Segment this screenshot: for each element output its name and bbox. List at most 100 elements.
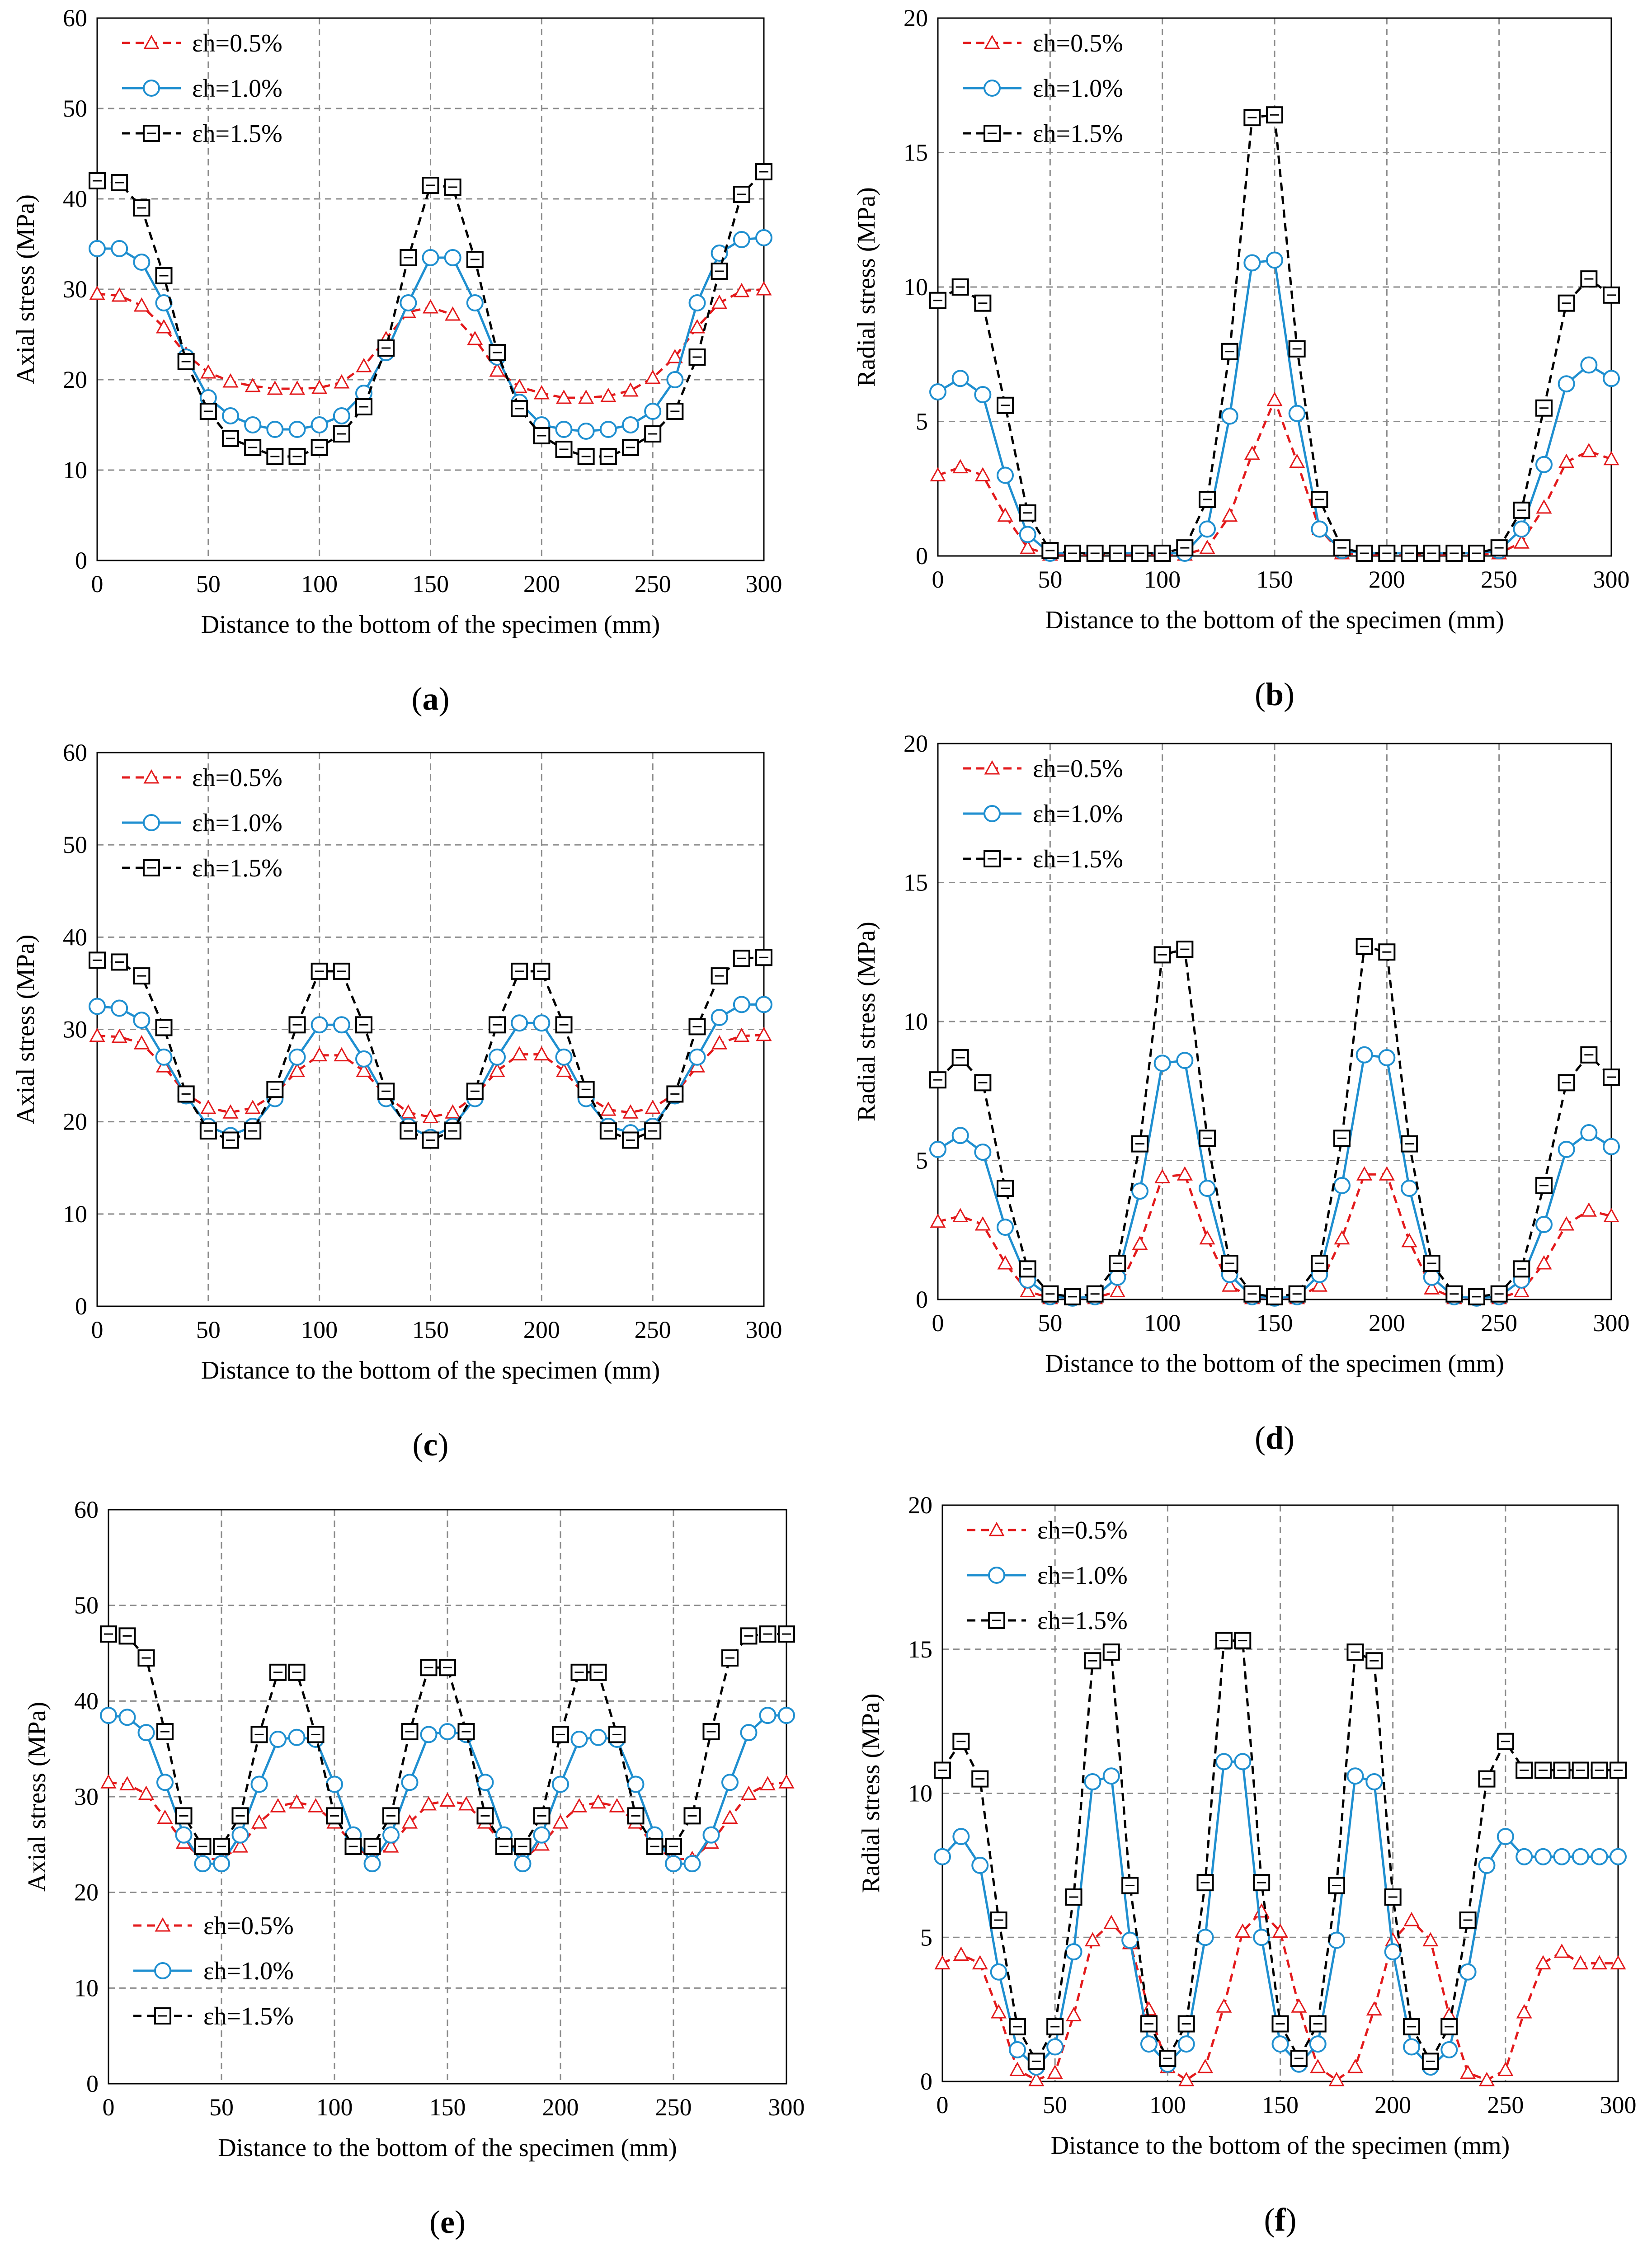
data-point-b-0-0 [930,467,946,481]
x-tick-label-f-1: 50 [1043,2091,1067,2119]
data-point-f-0-30 [1497,2062,1514,2076]
x-tick-label-a-3: 150 [412,570,449,598]
data-point-d-1-19 [1355,1046,1373,1064]
data-point-e-0-27 [609,1798,625,1813]
data-point-d-0-20 [1379,1166,1395,1181]
data-point-e-2-22 [514,1838,532,1855]
data-point-b-0-14 [1244,445,1260,460]
data-point-f-2-15 [1215,1632,1233,1649]
data-point-e-2-17 [420,1659,438,1676]
data-point-d-2-12-box [1199,1130,1216,1147]
data-point-b-1-3 [997,466,1014,484]
x-tick-label-a-1: 50 [196,570,221,598]
y-tick-label-d-1: 5 [916,1147,928,1174]
data-point-f-2-35 [1591,1761,1608,1779]
data-point-f-1-36 [1610,1848,1627,1865]
panel-label-close-b: ) [1284,676,1294,712]
legend-marker-f-0 [988,1521,1005,1536]
data-point-d-0-10 [1154,1169,1171,1183]
x-tick-label-c-5: 250 [635,1316,671,1343]
y-tick-label-c-5: 50 [63,831,87,858]
data-point-c-1-19 [511,1014,528,1032]
legend-label-c-0: εh=0.5% [192,764,282,792]
data-point-c-2-12-box [355,1016,372,1034]
data-point-f-2-10 [1121,1877,1139,1894]
data-point-e-2-26 [589,1663,607,1681]
data-point-f-1-33 [1553,1848,1571,1865]
x-tick-label-c-3: 150 [412,1316,449,1343]
legend-label-a-1: εh=1.0% [192,75,282,103]
data-point-e-0-10 [288,1794,305,1809]
data-point-b-1-26 [1513,520,1530,538]
x-tick-label-a-2: 100 [301,570,338,598]
legend-marker-a-1 [143,80,160,97]
data-point-a-1-25 [644,403,662,420]
data-point-e-2-25 [570,1663,588,1681]
legend-marker-c-1 [143,814,160,831]
data-point-d-1-21 [1401,1180,1418,1197]
data-point-b-2-6 [1064,545,1081,562]
data-point-a-2-5 [199,403,217,420]
data-point-f-2-7 [1065,1888,1083,1906]
data-point-e-1-8 [250,1775,268,1793]
data-point-a-2-16 [444,179,461,196]
data-point-b-2-25 [1490,539,1508,557]
data-point-e-0-15 [383,1838,399,1853]
data-point-e-1-6 [213,1855,230,1873]
data-point-c-2-23 [599,1122,617,1140]
data-point-d-1-9 [1131,1182,1148,1200]
data-point-a-0-19 [511,378,527,393]
x-tick-label-b-6: 300 [1593,566,1630,593]
data-point-e-2-27 [608,1726,626,1743]
data-point-a-0-27 [689,319,706,334]
data-point-e-2-36 [778,1625,795,1643]
data-point-e-2-13 [344,1838,362,1855]
data-point-d-2-4 [1019,1260,1036,1278]
data-point-a-0-2 [133,297,150,312]
data-point-d-2-9 [1131,1135,1148,1153]
data-point-c-0-29 [734,1027,750,1042]
data-point-c-2-0 [89,951,106,969]
legend-label-d-1: εh=1.0% [1033,800,1123,828]
data-point-e-0-7 [232,1838,249,1853]
legend-label-b-0: εh=0.5% [1033,29,1123,57]
data-point-e-2-1 [118,1627,136,1645]
data-point-a-0-22 [578,389,594,404]
data-point-a-2-23-box [599,448,617,465]
data-point-b-2-12 [1199,491,1216,508]
data-point-e-1-5 [194,1855,212,1873]
data-point-e-1-26 [589,1728,607,1746]
data-point-a-0-26 [667,348,683,363]
data-point-a-2-12 [355,398,372,415]
data-point-e-0-35 [759,1776,776,1790]
data-point-b-0-15 [1266,391,1283,406]
data-point-c-1-0 [89,998,106,1015]
data-point-a-2-29 [733,186,750,203]
legend-marker-d-1 [984,805,1001,822]
data-point-b-2-23 [1445,545,1463,562]
data-point-c-2-28 [711,967,728,985]
data-point-d-2-30 [1603,1069,1620,1086]
panel-label-c: (c) [413,1427,449,1463]
data-point-e-2-34 [740,1627,758,1645]
data-point-a-1-21 [555,421,573,438]
x-tick-label-f-0: 0 [937,2091,949,2119]
y-tick-label-b-1: 5 [916,408,928,435]
data-point-b-2-0 [929,292,946,309]
data-point-e-1-31 [683,1855,701,1873]
data-point-a-1-24 [622,416,639,433]
data-point-b-0-28 [1558,453,1575,468]
data-point-f-0-35 [1591,1955,1608,1970]
data-point-f-0-23 [1366,2001,1382,2016]
data-point-c-2-16-box [444,1122,461,1140]
data-point-e-0-23 [533,1836,550,1851]
data-point-f-2-8 [1084,1652,1101,1670]
data-point-e-2-16 [401,1723,419,1741]
data-point-e-1-22 [514,1855,532,1873]
data-point-e-2-28 [627,1807,645,1825]
data-point-c-2-24 [622,1131,639,1149]
legend-marker-b-2 [984,125,1001,142]
data-point-b-2-2 [974,294,992,312]
data-point-e-1-16 [401,1774,419,1791]
data-point-f-0-25 [1403,1912,1420,1926]
